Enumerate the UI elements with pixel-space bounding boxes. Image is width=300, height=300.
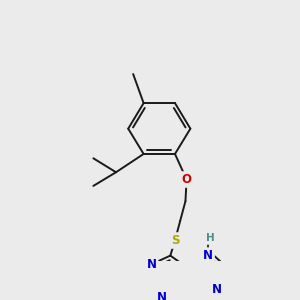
Text: N: N bbox=[203, 249, 213, 262]
Text: N: N bbox=[212, 284, 222, 296]
Text: S: S bbox=[171, 234, 179, 247]
Text: H: H bbox=[206, 233, 215, 243]
Text: N: N bbox=[157, 291, 166, 300]
Text: O: O bbox=[182, 173, 192, 186]
Text: N: N bbox=[146, 258, 157, 271]
